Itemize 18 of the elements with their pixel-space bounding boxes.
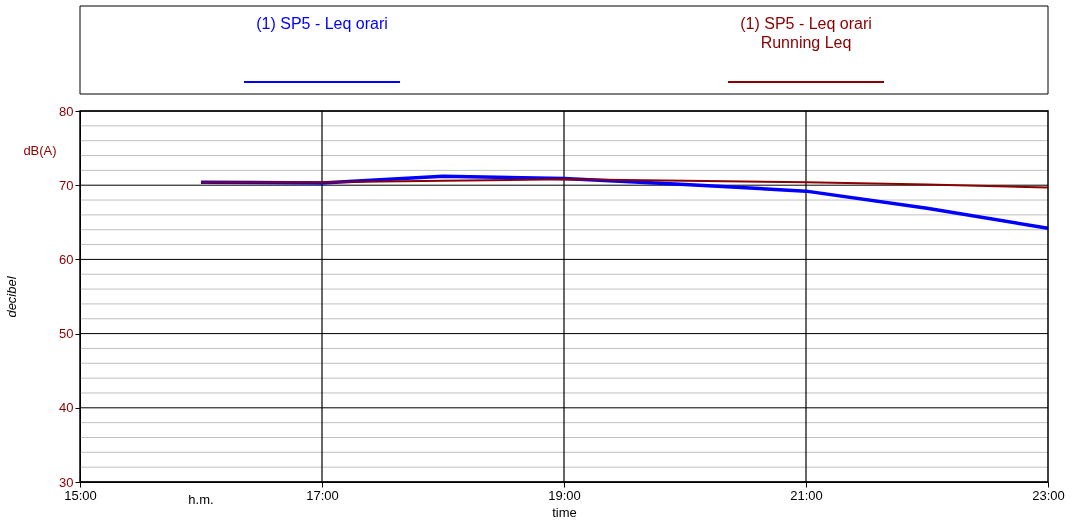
line-series	[200, 178, 1049, 189]
x-tick-label: 15:00	[64, 487, 97, 503]
x-axis-title: time	[552, 504, 577, 520]
y-tick-label: 60	[59, 251, 74, 267]
x-tick-label: 17:00	[306, 487, 339, 503]
y-tick-label: 80	[59, 103, 74, 119]
y-tick-label: 40	[59, 400, 74, 416]
text: dB(A)	[23, 143, 57, 158]
y-tick-label: 50	[59, 326, 74, 342]
text: (1) SP5 - Leq orari Running Leq	[740, 15, 872, 51]
text: (1) SP5 - Leq orari	[256, 15, 388, 32]
text: h.m.	[188, 492, 214, 507]
x-tick-label: 21:00	[790, 487, 823, 503]
x-tick-label: 23:00	[1032, 487, 1065, 503]
y-tick-label: 30	[59, 474, 74, 490]
x-tick-label: 19:00	[548, 487, 581, 503]
y-axis-title: decibel	[4, 275, 20, 318]
y-tick-label: 70	[59, 177, 74, 193]
